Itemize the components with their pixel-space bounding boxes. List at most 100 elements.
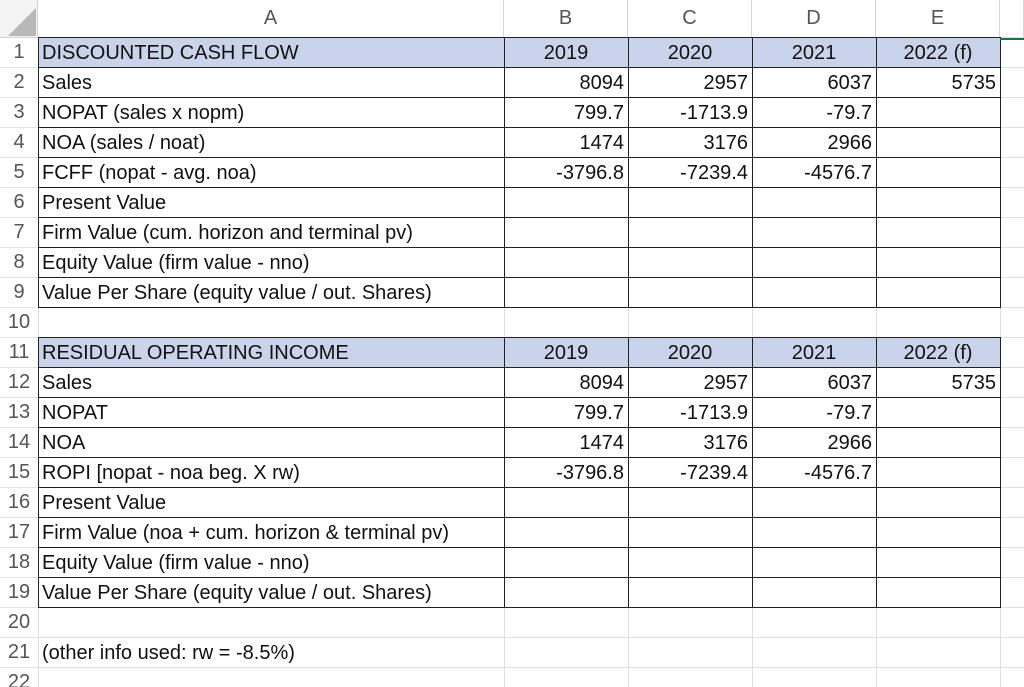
table-border-horizontal — [38, 397, 1000, 398]
row-header-19[interactable]: 19 — [0, 578, 38, 608]
row-label[interactable]: Sales — [42, 371, 93, 394]
row-label[interactable]: NOA — [42, 431, 86, 454]
year-header[interactable]: 2022 (f) — [903, 41, 973, 64]
row-header-2[interactable]: 2 — [0, 68, 38, 98]
row-label[interactable]: Firm Value (cum. horizon and terminal pv… — [42, 221, 413, 244]
value-cell[interactable]: 2966 — [827, 131, 873, 154]
table-header-band — [38, 38, 1000, 68]
value-cell[interactable]: 1474 — [579, 131, 625, 154]
table-header-band — [38, 338, 1000, 368]
table-border-horizontal — [38, 577, 1000, 578]
row-header-18[interactable]: 18 — [0, 548, 38, 578]
value-cell[interactable]: -79.7 — [826, 401, 872, 424]
column-header-c[interactable]: C — [628, 0, 752, 38]
row-label[interactable]: Present Value — [42, 491, 167, 514]
table-border-vertical — [504, 37, 505, 307]
value-cell[interactable]: 799.7 — [573, 401, 624, 424]
row-header-13[interactable]: 13 — [0, 398, 38, 428]
table-border — [38, 337, 1001, 608]
row-label[interactable]: NOPAT (sales x nopm) — [42, 101, 245, 124]
year-header[interactable]: 2020 — [667, 41, 713, 64]
row-header-9[interactable]: 9 — [0, 278, 38, 308]
row-header-22[interactable]: 22 — [0, 668, 38, 687]
table-border-vertical — [876, 37, 877, 307]
column-header-f[interactable] — [1000, 0, 1024, 38]
table-border-horizontal — [38, 217, 1000, 218]
row-label[interactable]: Firm Value (noa + cum. horizon & termina… — [42, 521, 450, 544]
row-header-15[interactable]: 15 — [0, 458, 38, 488]
year-header[interactable]: 2019 — [543, 341, 589, 364]
table-border-vertical — [504, 337, 505, 607]
table-title[interactable]: RESIDUAL OPERATING INCOME — [42, 341, 349, 364]
table-border-horizontal — [38, 97, 1000, 98]
value-cell[interactable]: 5735 — [951, 371, 997, 394]
row-label[interactable]: Equity Value (firm value - nno) — [42, 551, 310, 574]
value-cell[interactable]: 8094 — [579, 371, 625, 394]
row-header-10[interactable]: 10 — [0, 308, 38, 338]
value-cell[interactable]: 6037 — [827, 371, 873, 394]
row-header-8[interactable]: 8 — [0, 248, 38, 278]
row-header-4[interactable]: 4 — [0, 128, 38, 158]
value-cell[interactable]: -3796.8 — [556, 461, 624, 484]
table-border-horizontal — [38, 367, 1000, 368]
value-cell[interactable]: 2966 — [827, 431, 873, 454]
table-border — [38, 37, 1001, 308]
column-header-a[interactable]: A — [38, 0, 504, 38]
row-label[interactable]: Value Per Share (equity value / out. Sha… — [42, 281, 432, 304]
table-border-vertical — [752, 37, 753, 307]
row-label[interactable]: Sales — [42, 71, 93, 94]
row-header-7[interactable]: 7 — [0, 218, 38, 248]
column-header-b[interactable]: B — [504, 0, 628, 38]
value-cell[interactable]: 1474 — [579, 431, 625, 454]
value-cell[interactable]: -3796.8 — [556, 161, 624, 184]
row-label[interactable]: ROPI [nopat - noa beg. X rw) — [42, 461, 300, 484]
value-cell[interactable]: -4576.7 — [804, 461, 872, 484]
value-cell[interactable]: -4576.7 — [804, 161, 872, 184]
row-header-1[interactable]: 1 — [0, 38, 38, 68]
value-cell[interactable]: 2957 — [703, 71, 749, 94]
year-header[interactable]: 2022 (f) — [903, 341, 973, 364]
row-header-12[interactable]: 12 — [0, 368, 38, 398]
row-label[interactable]: NOPAT — [42, 401, 108, 424]
value-cell[interactable]: 6037 — [827, 71, 873, 94]
value-cell[interactable]: -1713.9 — [680, 401, 748, 424]
row-label[interactable]: FCFF (nopat - avg. noa) — [42, 161, 257, 184]
row-header-17[interactable]: 17 — [0, 518, 38, 548]
value-cell[interactable]: 3176 — [703, 131, 749, 154]
row-header-21[interactable]: 21 — [0, 638, 38, 668]
value-cell[interactable]: 3176 — [703, 431, 749, 454]
value-cell[interactable]: 8094 — [579, 71, 625, 94]
table-border-vertical — [752, 337, 753, 607]
value-cell[interactable]: -1713.9 — [680, 101, 748, 124]
column-header-e[interactable]: E — [876, 0, 1000, 38]
value-cell[interactable]: 5735 — [951, 71, 997, 94]
row-label[interactable]: Value Per Share (equity value / out. Sha… — [42, 581, 432, 604]
table-border-horizontal — [38, 157, 1000, 158]
column-header-d[interactable]: D — [752, 0, 876, 38]
value-cell[interactable]: -7239.4 — [680, 461, 748, 484]
value-cell[interactable]: -79.7 — [826, 101, 872, 124]
year-header[interactable]: 2019 — [543, 41, 589, 64]
row-label[interactable]: Equity Value (firm value - nno) — [42, 251, 310, 274]
row-header-16[interactable]: 16 — [0, 488, 38, 518]
year-header[interactable]: 2021 — [791, 41, 837, 64]
value-cell[interactable]: 799.7 — [573, 101, 624, 124]
select-all-corner[interactable] — [0, 0, 38, 38]
year-header[interactable]: 2020 — [667, 341, 713, 364]
row-label[interactable]: NOA (sales / noat) — [42, 131, 206, 154]
row-header-14[interactable]: 14 — [0, 428, 38, 458]
value-cell[interactable]: 2957 — [703, 371, 749, 394]
table-title[interactable]: DISCOUNTED CASH FLOW — [42, 41, 299, 64]
row-header-6[interactable]: 6 — [0, 188, 38, 218]
select-all-icon — [8, 8, 36, 36]
note-cell[interactable]: (other info used: rw = -8.5%) — [42, 641, 295, 664]
row-header-11[interactable]: 11 — [0, 338, 38, 368]
table-border-vertical — [628, 337, 629, 607]
row-label[interactable]: Present Value — [42, 191, 167, 214]
value-cell[interactable]: -7239.4 — [680, 161, 748, 184]
row-header-3[interactable]: 3 — [0, 98, 38, 128]
year-header[interactable]: 2021 — [791, 341, 837, 364]
row-header-20[interactable]: 20 — [0, 608, 38, 638]
row-header-5[interactable]: 5 — [0, 158, 38, 188]
table-border-horizontal — [38, 277, 1000, 278]
